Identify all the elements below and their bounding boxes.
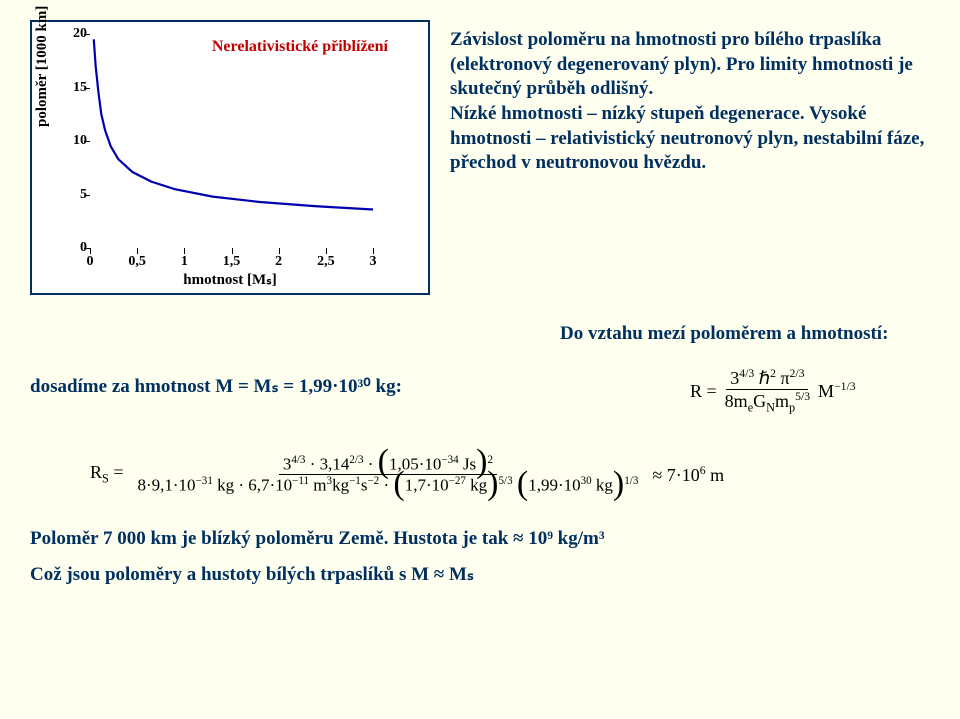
formula-den: 8meGNmp5/3 bbox=[721, 390, 814, 416]
mid-right-text: Do vztahu mezí poloměrem a hmotností: bbox=[560, 323, 930, 345]
mid-left: dosadíme za hmotnost M = Mₛ = 1,99·10³⁰ … bbox=[30, 323, 530, 398]
mid-left-text: dosadíme za hmotnost M = Mₛ = 1,99·10³⁰ … bbox=[30, 375, 530, 398]
explanation-text: Závislost poloměru na hmotnosti pro bílé… bbox=[450, 20, 930, 295]
xtick: 1 bbox=[181, 254, 188, 270]
xtick: 3 bbox=[370, 254, 377, 270]
calculation-row: RS = 34/3 · 3,142/3 · (1,05·10−34 Js)2 8… bbox=[90, 454, 930, 496]
formula-lhs: R = bbox=[690, 381, 717, 402]
bottom-section: Poloměr 7 000 km je blízký poloměru Země… bbox=[30, 521, 930, 593]
chart-ylabel: poloměr [1000 km] bbox=[34, 6, 51, 127]
mid-right: Do vztahu mezí poloměrem a hmotností: R … bbox=[560, 323, 930, 436]
xtick: 2,5 bbox=[317, 254, 335, 270]
chart-line-svg bbox=[90, 34, 373, 248]
formula-R: R = 34/3 ℏ2 π2/3 8meGNmp5/3 M−1/3 bbox=[690, 367, 930, 416]
bottom-p2: Což jsou poloměry a hustoty bílých trpas… bbox=[30, 557, 930, 593]
page: poloměr [1000 km] hmotnost [Mₛ] Nerelati… bbox=[0, 0, 960, 719]
calc-lhs: RS = bbox=[90, 462, 123, 487]
formula-fraction: 34/3 ℏ2 π2/3 8meGNmp5/3 bbox=[721, 367, 814, 416]
chart-container: poloměr [1000 km] hmotnost [Mₛ] Nerelati… bbox=[30, 20, 430, 295]
xtick: 0 bbox=[87, 254, 94, 270]
top-row: poloměr [1000 km] hmotnost [Mₛ] Nerelati… bbox=[30, 20, 930, 295]
xtick: 1,5 bbox=[223, 254, 241, 270]
xtick: 2 bbox=[275, 254, 282, 270]
calc-num: 34/3 · 3,142/3 · (1,05·10−34 Js)2 bbox=[279, 454, 497, 476]
plot-area: 0510152000,511,522,53 bbox=[90, 34, 373, 248]
calc-result: ≈ 7·106 m bbox=[652, 464, 724, 486]
formula-tail: M−1/3 bbox=[818, 380, 856, 402]
formula-num: 34/3 ℏ2 π2/3 bbox=[726, 367, 808, 390]
calc-fraction: 34/3 · 3,142/3 · (1,05·10−34 Js)2 8·9,1·… bbox=[133, 454, 642, 496]
middle-section: dosadíme za hmotnost M = Mₛ = 1,99·10³⁰ … bbox=[30, 323, 930, 496]
explain-p1: Závislost poloměru na hmotnosti pro bílé… bbox=[450, 28, 930, 102]
explain-p2: Nízké hmotnosti – nízký stupeň degenerac… bbox=[450, 102, 930, 176]
xtick: 0,5 bbox=[128, 254, 146, 270]
chart-xlabel: hmotnost [Mₛ] bbox=[183, 270, 277, 289]
bottom-p1: Poloměr 7 000 km je blízký poloměru Země… bbox=[30, 521, 930, 557]
